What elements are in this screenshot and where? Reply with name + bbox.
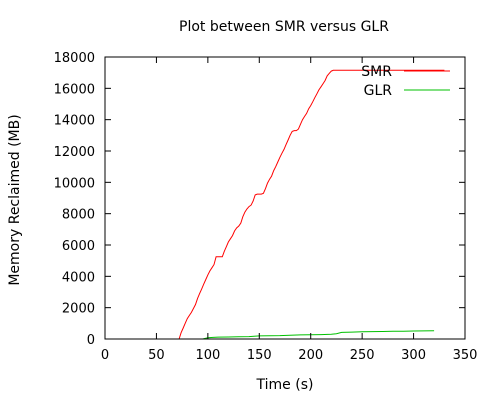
y-tick-label: 16000 — [54, 82, 95, 97]
y-tick-label: 12000 — [54, 145, 95, 160]
y-axis-title: Memory Reclaimed (MB) — [7, 114, 23, 285]
x-tick-label: 300 — [401, 348, 426, 363]
y-tick-label: 0 — [87, 333, 95, 348]
x-axis-title: Time (s) — [256, 377, 314, 393]
x-tick-label: 50 — [148, 348, 165, 363]
y-tick-label: 8000 — [62, 208, 95, 223]
y-tick-label: 6000 — [62, 239, 95, 254]
x-axis: 0 50 100 150 200 250 300 350 — [101, 57, 478, 363]
series-line-smr — [178, 69, 445, 340]
y-tick-label: 14000 — [54, 114, 95, 129]
x-tick-label: 200 — [298, 348, 323, 363]
legend-label-smr: SMR — [361, 64, 392, 80]
y-tick-label: 2000 — [62, 302, 95, 317]
y-tick-label: 4000 — [62, 270, 95, 285]
legend: SMR GLR — [361, 64, 450, 99]
x-tick-label: 150 — [247, 348, 272, 363]
series-line-glr — [192, 330, 435, 340]
chart-title: Plot between SMR versus GLR — [179, 19, 389, 35]
plot-lines — [178, 69, 445, 340]
x-tick-label: 250 — [350, 348, 375, 363]
legend-label-glr: GLR — [364, 83, 393, 99]
y-axis: 0 2000 4000 6000 8000 10000 12000 14000 16000 180… — [54, 51, 465, 348]
y-tick-label: 18000 — [54, 51, 95, 66]
x-tick-label: 350 — [453, 348, 478, 363]
x-tick-label: 100 — [195, 348, 220, 363]
plot-frame — [104, 56, 466, 340]
x-tick-label: 0 — [101, 348, 109, 363]
y-tick-label: 10000 — [54, 176, 95, 191]
